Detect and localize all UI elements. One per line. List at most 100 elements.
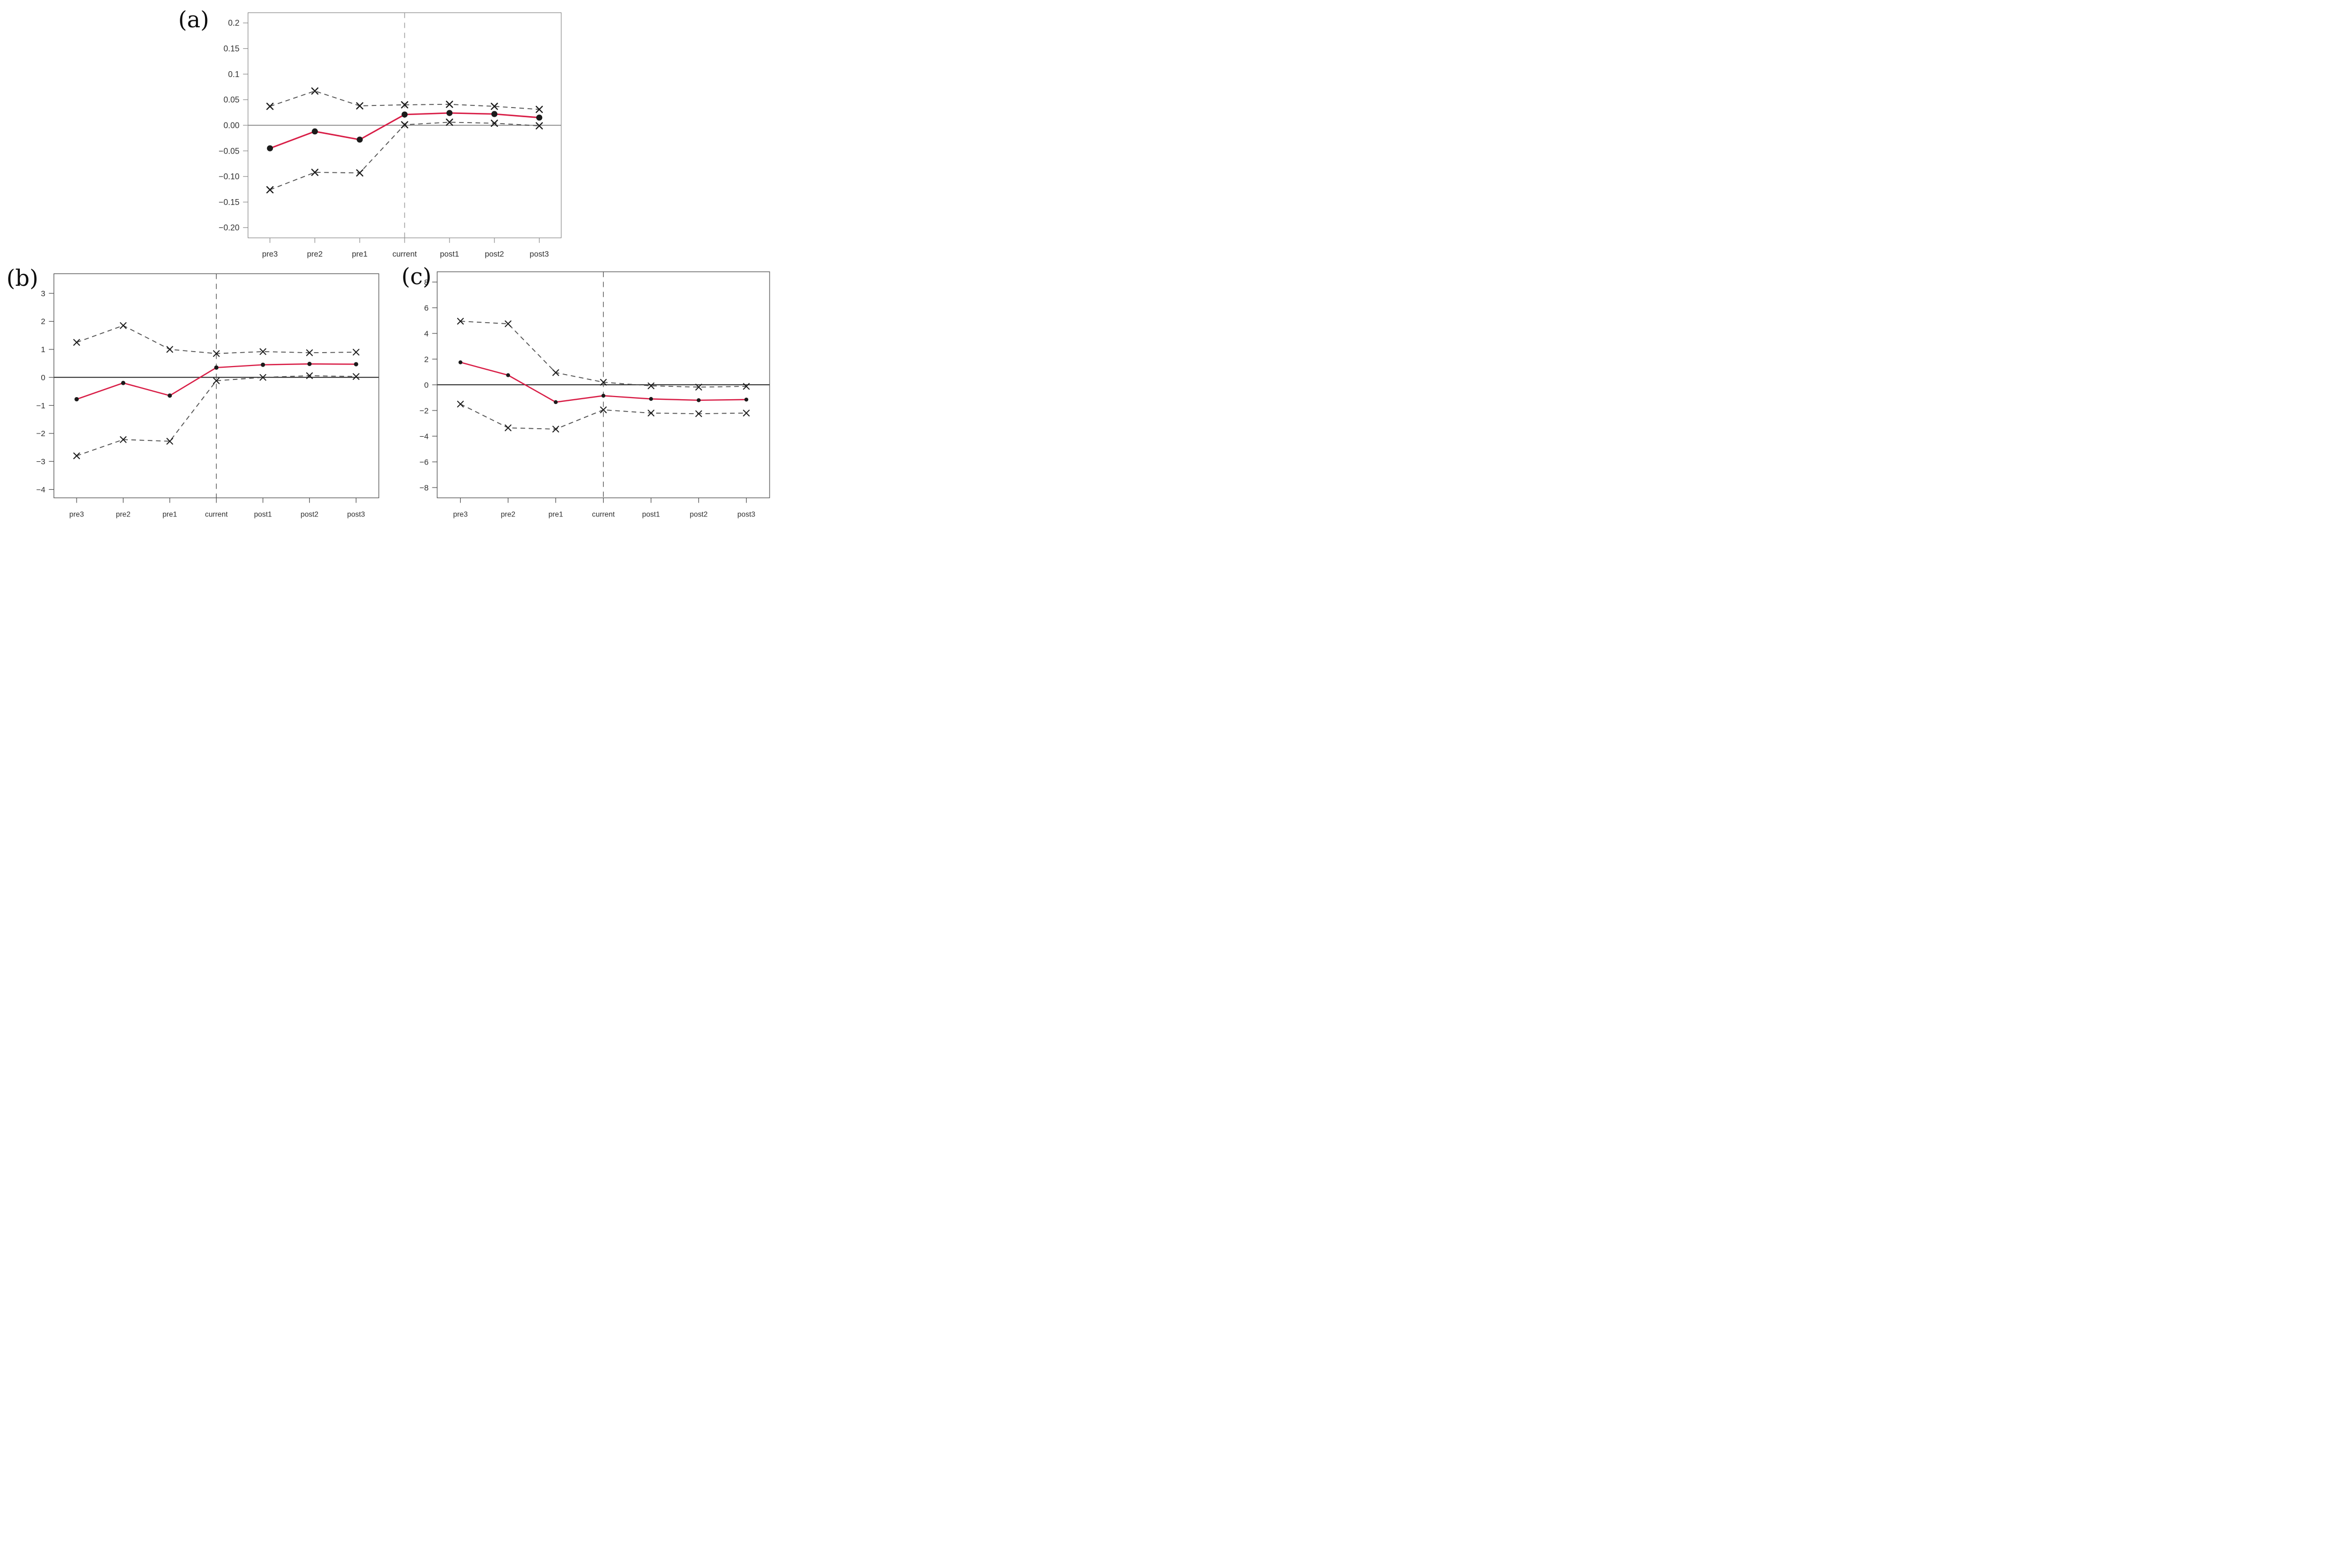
x-tick-label: post1 bbox=[440, 250, 459, 258]
estimate-point-marker bbox=[553, 400, 558, 405]
lower_band-x-marker bbox=[600, 406, 607, 414]
estimate-point-marker bbox=[506, 373, 511, 377]
upper_band-x-marker bbox=[648, 382, 655, 390]
x-tick-label: pre3 bbox=[453, 510, 468, 518]
upper_band-x-marker bbox=[600, 379, 607, 386]
y-tick-label: 1 bbox=[41, 345, 45, 354]
upper_band-x-marker bbox=[166, 346, 173, 353]
upper_band-x-marker bbox=[213, 350, 220, 357]
event-study-figure: 0.2 0.15 0.1 0.05 0.00 −0.05 −0.10 −0.15 −0.20 pr… bbox=[0, 0, 781, 523]
chart-canvas: 0.2 0.15 0.1 0.05 0.00 −0.05 −0.10 −0.15 −0.20 pr… bbox=[36, 12, 770, 518]
lower_band-x-marker bbox=[166, 438, 173, 445]
estimate-point-marker bbox=[74, 397, 79, 402]
upper_band-line bbox=[76, 325, 356, 354]
y-tick-label: −4 bbox=[36, 485, 45, 494]
estimate-point-marker bbox=[491, 111, 498, 117]
upper_band-x-marker bbox=[356, 102, 363, 110]
x-tick-label: post2 bbox=[301, 510, 318, 518]
x-tick-label: post2 bbox=[485, 250, 504, 258]
estimate-point-marker bbox=[121, 380, 126, 385]
estimate-point-marker bbox=[311, 128, 318, 135]
lower_band-x-marker bbox=[446, 118, 453, 126]
x-tick-label: post2 bbox=[690, 510, 708, 518]
lower_band-x-marker bbox=[695, 410, 702, 417]
y-tick-label: 2 bbox=[41, 317, 45, 326]
lower_band-x-marker bbox=[505, 424, 512, 431]
y-tick-label: 0.00 bbox=[224, 121, 240, 130]
estimate-point-marker bbox=[267, 145, 273, 151]
y-tick-label: −0.20 bbox=[219, 224, 240, 233]
y-tick-label: −0.10 bbox=[219, 172, 240, 181]
x-tick-label: pre2 bbox=[501, 510, 515, 518]
y-tick-label: −2 bbox=[36, 429, 45, 438]
y-tick-label: 0 bbox=[424, 380, 429, 390]
y-tick-label: −0.15 bbox=[219, 198, 240, 207]
lower_band-x-marker bbox=[552, 425, 559, 433]
panel-a: 0.2 0.15 0.1 0.05 0.00 −0.05 −0.10 −0.15 −0.20 pr… bbox=[219, 12, 562, 258]
y-tick-label: 2 bbox=[424, 355, 429, 364]
y-tick-label: −4 bbox=[420, 432, 429, 441]
x-tick-label: current bbox=[592, 510, 615, 518]
x-tick-label: post3 bbox=[737, 510, 755, 518]
upper_band-x-marker bbox=[119, 322, 127, 329]
x-tick-label: post3 bbox=[530, 250, 549, 258]
y-tick-label: 8 bbox=[424, 278, 429, 287]
panel-c: 8 6 4 2 0 −2 −4 −6 −8 pre3 pre2 pre1 current post1 pos… bbox=[420, 271, 770, 518]
y-tick-label: −3 bbox=[36, 457, 45, 466]
upper_band-x-marker bbox=[743, 383, 750, 390]
lower_band-x-marker bbox=[73, 452, 80, 460]
y-tick-label: −1 bbox=[36, 401, 45, 410]
upper_band-x-marker bbox=[695, 384, 702, 391]
y-tick-label: −0.05 bbox=[219, 147, 240, 156]
lower_band-x-marker bbox=[743, 409, 750, 417]
y-tick-label: 0 bbox=[41, 373, 45, 382]
estimate-point-marker bbox=[214, 365, 219, 370]
x-tick-label: pre3 bbox=[70, 510, 84, 518]
upper_band-x-marker bbox=[552, 369, 559, 376]
y-tick-label: 0.2 bbox=[228, 19, 239, 28]
lower_band-x-marker bbox=[119, 436, 127, 443]
x-tick-label: pre3 bbox=[262, 250, 278, 258]
estimate-point-marker bbox=[168, 393, 172, 398]
upper_band-x-marker bbox=[457, 317, 464, 325]
lower_band-x-marker bbox=[490, 119, 498, 127]
estimate-point-marker bbox=[354, 362, 359, 367]
lower_band-x-marker bbox=[648, 409, 655, 417]
upper_band-x-marker bbox=[401, 101, 408, 109]
x-tick-label: pre1 bbox=[549, 510, 563, 518]
estimate-point-marker bbox=[307, 362, 312, 367]
x-tick-label: post3 bbox=[347, 510, 365, 518]
estimate-point-marker bbox=[261, 362, 265, 367]
y-tick-label: 0.05 bbox=[224, 96, 240, 105]
x-tick-label: current bbox=[205, 510, 228, 518]
estimate-point-marker bbox=[446, 110, 453, 116]
lower_band-x-marker bbox=[353, 373, 360, 380]
x-tick-label: current bbox=[392, 250, 417, 258]
upper_band-x-marker bbox=[446, 101, 453, 108]
upper_band-x-marker bbox=[260, 348, 267, 355]
lower_band-x-marker bbox=[260, 374, 267, 381]
upper_band-x-marker bbox=[73, 339, 80, 346]
x-tick-label: pre2 bbox=[307, 250, 323, 258]
estimate-point-marker bbox=[649, 397, 653, 401]
upper_band-x-marker bbox=[353, 348, 360, 356]
estimate-point-marker bbox=[601, 393, 606, 398]
lower_band-x-marker bbox=[535, 122, 543, 130]
panel-b: 3 2 1 0 −1 −2 −3 −4 pre3 pre2 pre1 current post1 post… bbox=[36, 273, 379, 518]
upper_band-x-marker bbox=[266, 102, 274, 110]
lower_band-x-marker bbox=[266, 186, 274, 194]
x-tick-label: post1 bbox=[254, 510, 272, 518]
y-tick-label: −8 bbox=[420, 483, 429, 492]
estimate-point-marker bbox=[356, 136, 363, 143]
x-tick-label: post1 bbox=[642, 510, 660, 518]
estimate-point-marker bbox=[536, 115, 543, 121]
lower_band-x-marker bbox=[311, 169, 319, 176]
y-tick-label: 3 bbox=[41, 289, 45, 298]
y-tick-label: 6 bbox=[424, 303, 429, 313]
upper_band-x-marker bbox=[490, 102, 498, 110]
y-tick-label: 4 bbox=[424, 329, 429, 338]
upper_band-x-marker bbox=[306, 349, 313, 356]
estimate-point-marker bbox=[458, 360, 463, 364]
lower_band-x-marker bbox=[457, 400, 464, 408]
y-tick-label: −6 bbox=[420, 458, 429, 467]
